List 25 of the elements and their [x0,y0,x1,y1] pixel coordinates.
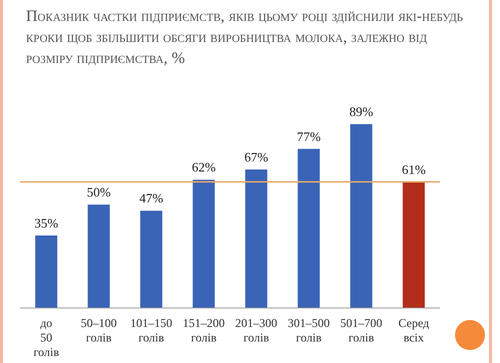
x-tick-label: 101–150 голів [130,316,172,345]
data-label: 77% [296,128,321,144]
data-label: 61% [402,162,426,177]
bar [140,210,162,308]
x-tick-label: 151–200 голів [182,316,225,345]
x-tick-label: 201–300 голів [235,316,278,345]
data-label: 89% [349,104,374,119]
bar [88,204,110,308]
x-tick-label: Серед всіх [398,316,430,345]
x-tick-label: 50–100 голів [80,316,117,345]
bar [402,182,425,308]
bar [298,148,320,308]
data-label: 67% [244,149,268,164]
bar [192,180,215,308]
data-label: 62% [192,160,216,175]
bar [350,124,372,308]
data-label: 47% [139,190,164,206]
x-tick-label: 301–500 голів [288,316,330,345]
data-label: 35% [34,215,58,230]
bar [245,169,268,308]
x-tick-label: 501–700 голів [340,316,382,345]
chart-title: Показник частки підприємств, яків цьому році здійснили які-небудь кроки щоб збільшити обсяги виробництва молока, залежно від розміру підприємства, % [26,7,464,69]
x-tick-label: до 50 голів [34,316,60,359]
bar [35,236,58,308]
data-label: 50% [86,184,111,200]
